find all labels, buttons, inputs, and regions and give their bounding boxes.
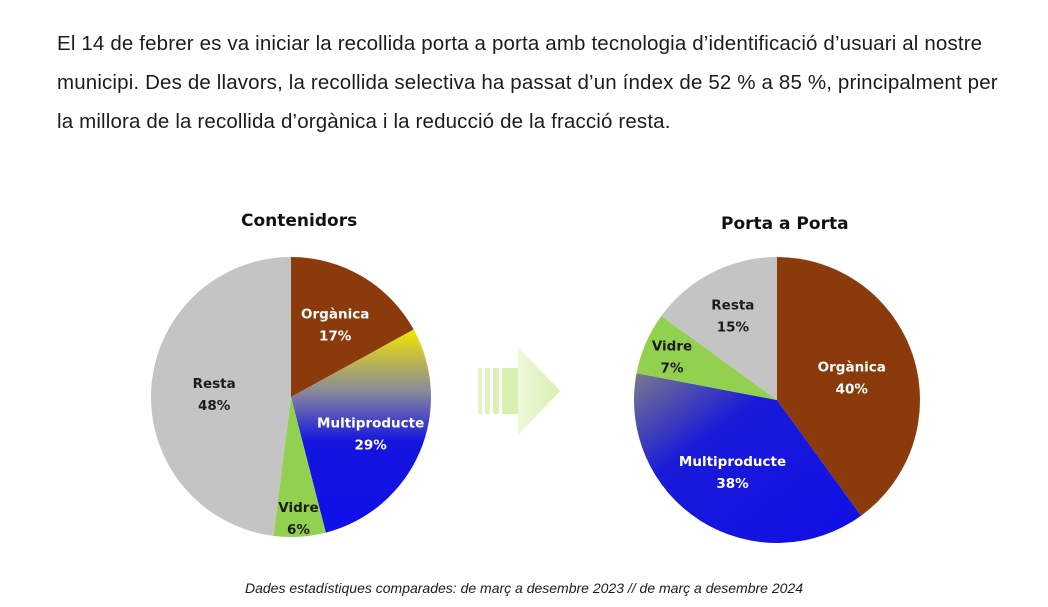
slice-label-multiproducte: Multiproducte 29% <box>317 415 424 453</box>
pie-chart-porta-a-porta: Orgànica 40% Multiproducte 38% Vidre 7% Resta 1… <box>634 257 920 543</box>
intro-paragraph: El 14 de febrer es va iniciar la recolli… <box>57 32 998 133</box>
pie-slice-multiproducte <box>634 373 862 543</box>
slice-label-resta: Resta 48% <box>193 376 236 414</box>
right-arrow-icon <box>478 347 560 435</box>
slice-label-multiproducte: Multiproducte 38% <box>679 454 786 492</box>
chart-title-contenidors: Contenidors <box>241 211 358 231</box>
pie-slice-resta <box>661 257 777 400</box>
slice-label-vidre: Vidre 7% <box>652 339 692 377</box>
chart-title-porta-a-porta: Porta a Porta <box>721 214 849 234</box>
slice-label-resta: Resta 15% <box>711 297 754 335</box>
pie-slice-multiproducte <box>291 329 431 533</box>
slice-label-organica: Orgànica 17% <box>301 306 369 344</box>
pie-chart-contenidors: Orgànica 17% Multiproducte 29% Vidre 6% Resta 4… <box>150 257 431 538</box>
pie-slice-resta <box>150 257 291 536</box>
pie-slice-vidre <box>636 315 777 400</box>
pie-slice-organica <box>777 257 920 516</box>
pie-slice-organica <box>291 257 414 397</box>
slice-label-organica: Orgànica 40% <box>818 360 886 398</box>
footnote: Dades estadístiques comparades: de març … <box>245 580 803 596</box>
slice-label-vidre: Vidre 6% <box>278 500 318 538</box>
pie-slice-vidre <box>273 397 326 537</box>
